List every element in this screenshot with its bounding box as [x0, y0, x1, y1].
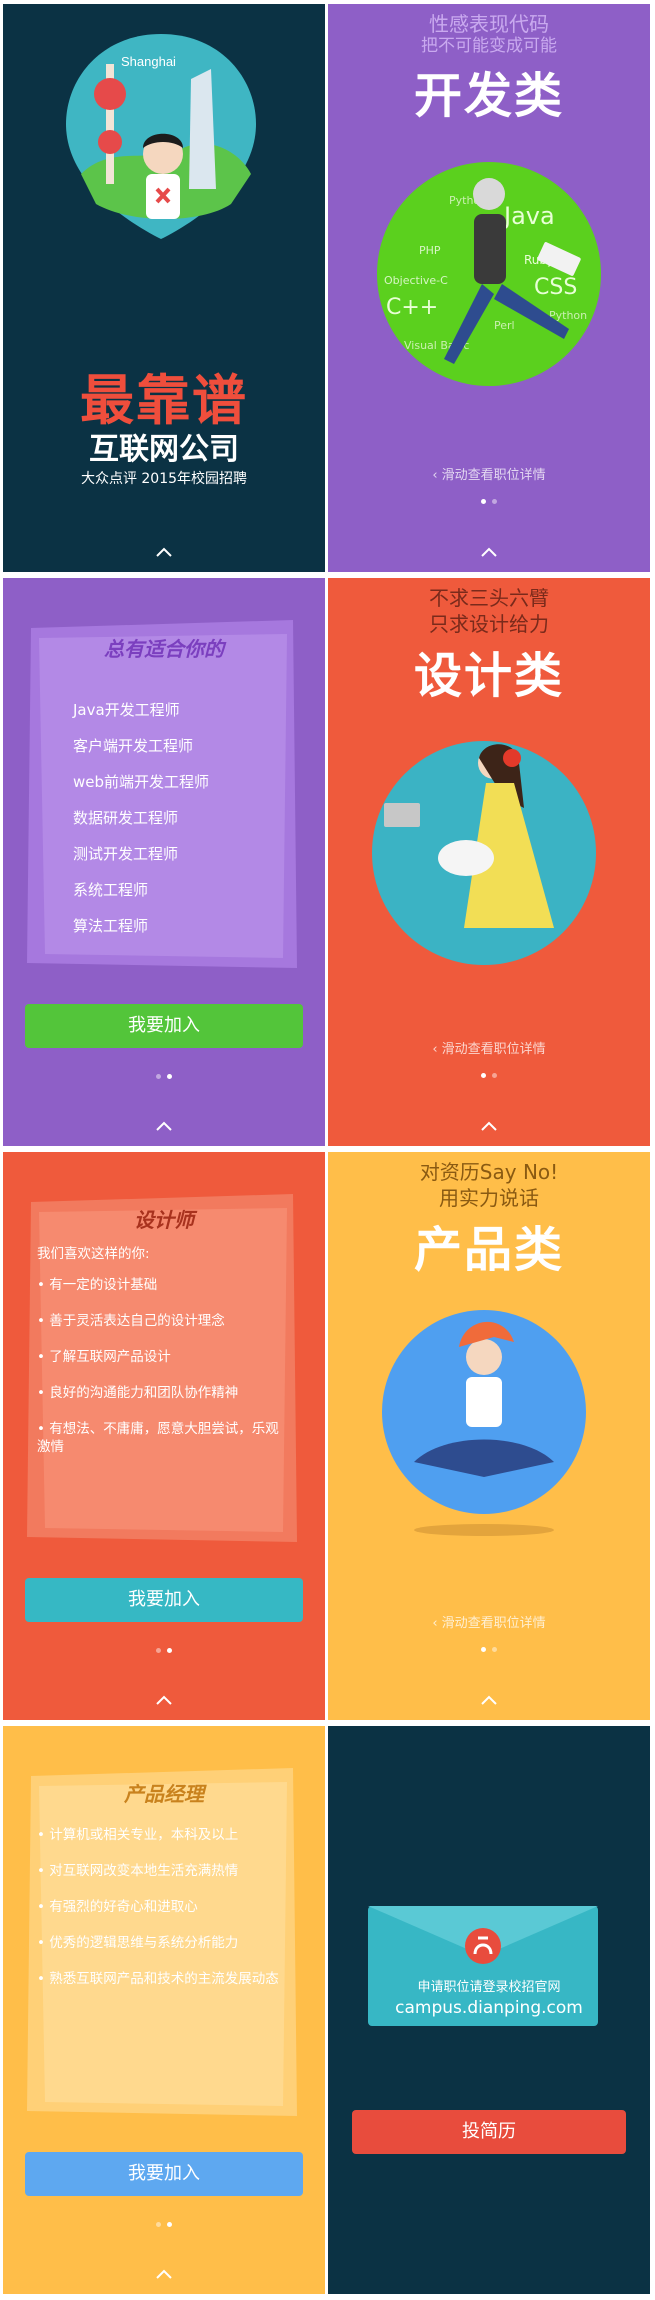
pager-dot[interactable] — [481, 499, 486, 504]
envelope-illustration — [368, 1906, 598, 2026]
job-list: Java开发工程师 客户端开发工程师 web前端开发工程师 数据研发工程师 测试… — [73, 692, 209, 944]
next-chevron-icon[interactable] — [480, 544, 498, 562]
job-item[interactable]: 算法工程师 — [73, 917, 149, 935]
developer-illustration: Python Java PHP Ruby Objective-C CSS C++… — [377, 162, 601, 386]
designer-requirements: • 有一定的设计基础 • 善于灵活表达自己的设计理念 • 了解互联网产品设计 •… — [37, 1276, 287, 1474]
designer-heading: 设计师 — [134, 1208, 194, 1232]
lang-label: Perl — [494, 319, 515, 332]
requirement-item: • 有想法、不庸庸，愿意大胆尝试，乐观激情 — [37, 1421, 279, 1455]
dev-category-panel: 性感表现代码 把不可能变成可能 开发类 Python Java PHP Ruby… — [328, 4, 650, 572]
design-category-panel: 不求三头六臂 只求设计给力 设计类 ‹ 滑动查看职位详情 — [328, 578, 650, 1146]
swipe-hint-text: 滑动查看职位详情 — [441, 468, 546, 483]
join-button[interactable]: 我要加入 — [25, 2152, 303, 2196]
job-item[interactable]: 测试开发工程师 — [73, 845, 179, 863]
pm-heading: 产品经理 — [124, 1782, 204, 1806]
pager-dots — [3, 1064, 325, 1083]
pager-dots — [3, 1638, 325, 1657]
requirement-item: • 了解互联网产品设计 — [37, 1349, 171, 1365]
headline-internet-company: 互联网公司 — [89, 432, 239, 467]
requirement-item: • 善于灵活表达自己的设计理念 — [37, 1313, 225, 1329]
requirement-item: • 有一定的设计基础 — [37, 1277, 158, 1293]
requirement-item: • 计算机或相关专业，本科及以上 — [37, 1827, 239, 1843]
dev-subtitle-1: 性感表现代码 — [429, 12, 549, 36]
apply-panel: 申请职位请登录校招官网 campus.dianping.com 投简历 — [328, 1726, 650, 2294]
design-title: 设计类 — [413, 648, 564, 704]
pager-dot[interactable] — [492, 499, 497, 504]
pager-dots — [328, 1637, 650, 1656]
pager-dot[interactable] — [156, 1648, 161, 1653]
next-chevron-icon[interactable] — [155, 544, 173, 562]
lang-label: CSS — [534, 275, 577, 300]
product-manager-illustration — [382, 1310, 586, 1536]
product-subtitle-1: 对资历Say No! — [419, 1160, 559, 1184]
requirement-item: • 熟悉互联网产品和技术的主流发展动态 — [37, 1971, 279, 1987]
requirement-item: • 有强烈的好奇心和进取心 — [37, 1899, 198, 1915]
designer-requirements-panel: 设计师 我们喜欢这样的你: • 有一定的设计基础 • 善于灵活表达自己的设计理念… — [3, 1152, 325, 1720]
product-category-panel: 对资历Say No! 用实力说话 产品类 ‹ 滑动查看职位详情 — [328, 1152, 650, 1720]
apply-instruction: 申请职位请登录校招官网 — [417, 1980, 561, 1995]
requirement-item: • 优秀的逻辑思维与系统分析能力 — [37, 1935, 239, 1951]
next-chevron-icon[interactable] — [155, 2266, 173, 2284]
swipe-hint-text: 滑动查看职位详情 — [441, 1616, 546, 1631]
pager-dots — [328, 489, 650, 508]
city-label: Shanghai — [121, 54, 176, 69]
job-item[interactable]: 系统工程师 — [73, 881, 149, 899]
lang-label: Objective-C — [384, 274, 448, 287]
lang-label: Java — [502, 202, 555, 230]
job-item[interactable]: web前端开发工程师 — [73, 773, 210, 791]
headline-most-reliable: 最靠谱 — [80, 369, 248, 432]
pager-dot[interactable] — [492, 1073, 497, 1078]
dev-jobs-panel: 总有适合你的 Java开发工程师 客户端开发工程师 web前端开发工程师 数据研… — [3, 578, 325, 1146]
jobs-heading: 总有适合你的 — [104, 637, 224, 661]
next-chevron-icon[interactable] — [155, 1692, 173, 1710]
requirement-item: • 对互联网改变本地生活充满热情 — [37, 1863, 239, 1879]
pager-dot[interactable] — [156, 1074, 161, 1079]
job-item[interactable]: 客户端开发工程师 — [73, 737, 194, 755]
swipe-hint: ‹ 滑动查看职位详情 — [432, 468, 546, 483]
campus-recruit-subtitle: 大众点评 2015年校园招聘 — [80, 471, 248, 487]
pager-dot[interactable] — [492, 1647, 497, 1652]
designer-intro: 我们喜欢这样的你: — [37, 1246, 150, 1262]
paper-background — [27, 1768, 297, 2116]
swipe-hint-text: 滑动查看职位详情 — [441, 1042, 546, 1057]
next-chevron-icon[interactable] — [480, 1692, 498, 1710]
job-item[interactable]: 数据研发工程师 — [73, 809, 179, 827]
job-item[interactable]: Java开发工程师 — [73, 701, 180, 719]
paper-background — [27, 1194, 297, 1542]
pager-dots — [328, 1063, 650, 1082]
swipe-hint: ‹ 滑动查看职位详情 — [432, 1042, 546, 1057]
shanghai-illustration: Shanghai — [66, 34, 256, 239]
design-subtitle-1: 不求三头六臂 — [429, 586, 549, 610]
lang-label: PHP — [419, 244, 441, 257]
designer-illustration — [372, 741, 596, 965]
join-button[interactable]: 我要加入 — [25, 1578, 303, 1622]
pager-dot[interactable] — [481, 1073, 486, 1078]
design-subtitle-2: 只求设计给力 — [429, 612, 549, 636]
campus-url-link[interactable]: campus.dianping.com — [395, 1998, 583, 2018]
pager-dots — [3, 2212, 325, 2231]
intro-panel: Shanghai 最靠谱 互联网公司 大众点评 2015年校园招聘 — [3, 4, 325, 572]
lang-label: C++ — [386, 295, 438, 320]
join-button[interactable]: 我要加入 — [25, 1004, 303, 1048]
swipe-hint: ‹ 滑动查看职位详情 — [432, 1616, 546, 1631]
submit-resume-button[interactable]: 投简历 — [352, 2110, 626, 2154]
pm-requirements: • 计算机或相关专业，本科及以上 • 对互联网改变本地生活充满热情 • 有强烈的… — [37, 1826, 287, 2006]
lang-label: Python — [549, 309, 587, 322]
pager-dot[interactable] — [481, 1647, 486, 1652]
pager-dot[interactable] — [167, 2222, 172, 2227]
pager-dot[interactable] — [167, 1648, 172, 1653]
pager-dot[interactable] — [167, 1074, 172, 1079]
pager-dot[interactable] — [156, 2222, 161, 2227]
next-chevron-icon[interactable] — [480, 1118, 498, 1136]
pm-requirements-panel: 产品经理 • 计算机或相关专业，本科及以上 • 对互联网改变本地生活充满热情 •… — [3, 1726, 325, 2294]
requirement-item: • 良好的沟通能力和团队协作精神 — [37, 1385, 239, 1401]
product-subtitle-2: 用实力说话 — [439, 1186, 539, 1210]
next-chevron-icon[interactable] — [155, 1118, 173, 1136]
product-title: 产品类 — [413, 1222, 564, 1278]
dev-title: 开发类 — [413, 68, 564, 124]
dev-subtitle-2: 把不可能变成可能 — [421, 36, 557, 56]
paper-background — [27, 620, 297, 968]
